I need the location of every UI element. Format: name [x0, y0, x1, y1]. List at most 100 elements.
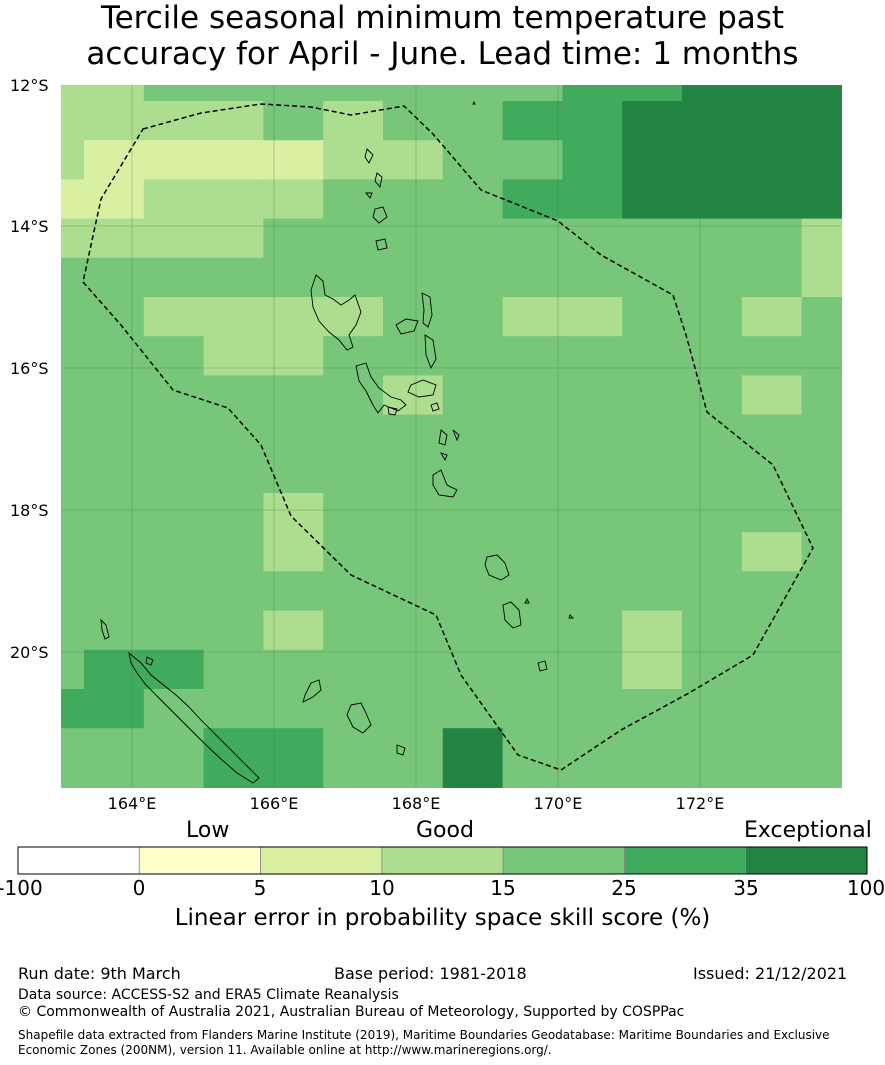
- grid-cell: [61, 649, 85, 690]
- grid-cell: [383, 140, 444, 180]
- lat-label-18s: 18°S: [10, 501, 49, 520]
- grid-cell: [801, 689, 842, 729]
- grid-cell: [801, 610, 842, 651]
- grid-cell: [383, 218, 444, 259]
- grid-cell: [263, 140, 324, 180]
- grid-cell: [383, 336, 444, 376]
- grid-cell: [143, 257, 205, 298]
- grid-cell: [203, 257, 264, 298]
- grid-cell: [383, 179, 444, 220]
- base-period: Base period: 1981-2018: [334, 964, 527, 983]
- grid-cell: [84, 336, 145, 376]
- grid-cell: [682, 101, 743, 141]
- grid-cell: [143, 336, 205, 376]
- colorbar-tick-label: 100: [846, 876, 885, 900]
- grid-cell: [442, 179, 504, 220]
- grid-cell: [502, 375, 563, 416]
- colorbar-tick-label: -100: [0, 876, 43, 900]
- grid-cell: [442, 493, 504, 533]
- grid-cell: [741, 297, 803, 337]
- grid-cell: [682, 453, 743, 494]
- grid-cell: [801, 179, 842, 220]
- grid-cell: [502, 414, 563, 455]
- colorbar-segment: [138, 846, 262, 875]
- grid-cell: [442, 375, 504, 416]
- issued-date: Issued: 21/12/2021: [693, 964, 848, 983]
- grid-cell: [263, 375, 324, 416]
- grid-cell: [562, 85, 623, 102]
- grid-cell: [61, 101, 85, 141]
- grid-cell: [61, 218, 85, 259]
- grid-cell: [502, 610, 563, 651]
- eez-boundary: [82, 103, 814, 771]
- grid-cell: [263, 218, 324, 259]
- colorbar-tick-label: 15: [490, 876, 516, 900]
- grid-cell: [801, 336, 842, 376]
- grid-cell: [383, 493, 444, 533]
- category-low-label: Low: [186, 818, 230, 843]
- grid-cell: [84, 375, 145, 416]
- grid-cell: [622, 375, 683, 416]
- colorbar-segment: [381, 846, 504, 875]
- grid-cell: [323, 414, 384, 455]
- grid-cell: [61, 571, 85, 612]
- grid-cell: [263, 728, 324, 788]
- grid-cell: [61, 532, 85, 572]
- grid-cell: [801, 728, 842, 788]
- colorbar-segment: [745, 846, 868, 875]
- grid-cell: [61, 493, 85, 533]
- grid-cell: [143, 532, 205, 572]
- grid-cell: [622, 297, 683, 337]
- grid-cell: [622, 610, 683, 651]
- copyright: © Commonwealth of Australia 2021, Austra…: [18, 1004, 685, 1020]
- grid-cell: [84, 140, 145, 180]
- grid-cell: [502, 101, 563, 141]
- grid-cell: [84, 101, 145, 141]
- grid-cell: [801, 493, 842, 533]
- grid-cell: [801, 649, 842, 690]
- grid-cell: [203, 689, 264, 729]
- grid-cell: [323, 85, 384, 102]
- grid-cell: [203, 140, 264, 180]
- grid-cell: [263, 493, 324, 533]
- grid-cell: [84, 649, 145, 690]
- grid-cell: [143, 728, 205, 788]
- grid-cell: [741, 532, 803, 572]
- grid-cell: [203, 493, 264, 533]
- grid-cell: [502, 257, 563, 298]
- grid-cell: [323, 453, 384, 494]
- grid-cell: [562, 453, 623, 494]
- grid-cell: [741, 336, 803, 376]
- category-good-label: Good: [416, 818, 474, 843]
- grid-cell: [741, 375, 803, 416]
- title-line-2: accuracy for April - June. Lead time: 1 …: [86, 36, 799, 72]
- grid-cell: [61, 257, 85, 298]
- grid-cell: [383, 571, 444, 612]
- grid-cell: [383, 532, 444, 572]
- grid-cell: [263, 532, 324, 572]
- grid-cell: [61, 297, 85, 337]
- grid-cell: [383, 728, 444, 788]
- grid-cell: [84, 179, 145, 220]
- grid-cell: [502, 85, 563, 102]
- grid-cell: [203, 179, 264, 220]
- grid-cell: [323, 297, 384, 337]
- grid-cell: [502, 493, 563, 533]
- grid-cell: [502, 689, 563, 729]
- colorbar-segment: [17, 846, 140, 875]
- grid-cell: [622, 649, 683, 690]
- colorbar-segment: [624, 846, 747, 875]
- grid-cell: [442, 140, 504, 180]
- grid-cell: [84, 610, 145, 651]
- grid-cell: [323, 493, 384, 533]
- grid-cell: [84, 85, 145, 102]
- grid-cell: [442, 218, 504, 259]
- grid-cell: [143, 571, 205, 612]
- grid-cell: [263, 610, 324, 651]
- graticule: [61, 85, 842, 788]
- grid-cell: [84, 453, 145, 494]
- grid-cell: [323, 257, 384, 298]
- grid-cell: [562, 179, 623, 220]
- grid-cell: [323, 728, 384, 788]
- grid-cell: [502, 218, 563, 259]
